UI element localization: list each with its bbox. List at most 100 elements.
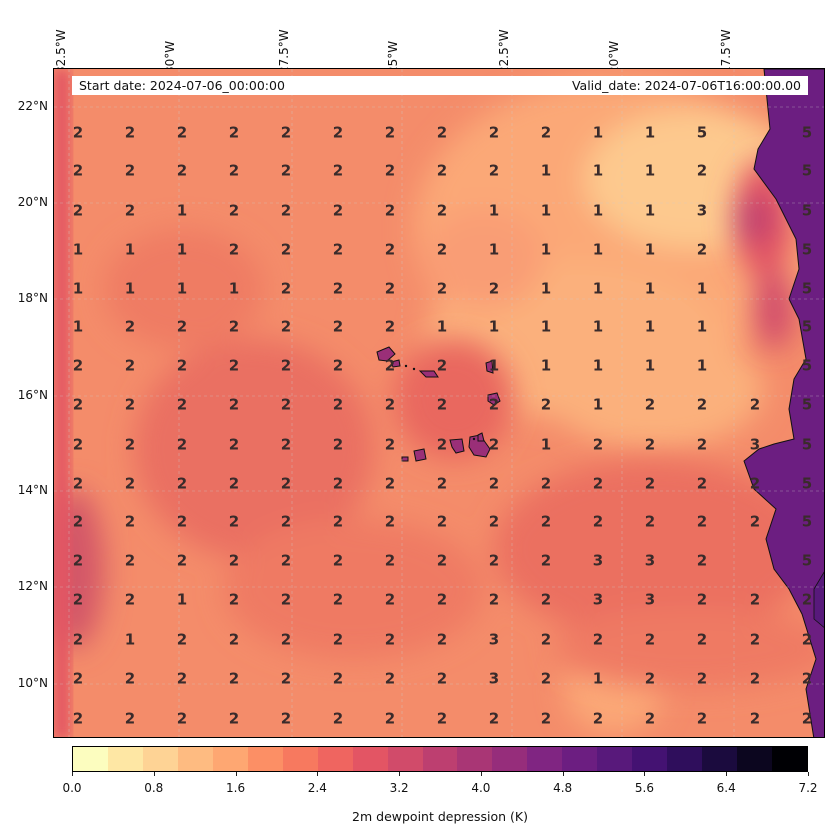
grid-value: 3 — [644, 551, 656, 570]
grid-value: 2 — [696, 551, 708, 570]
grid-value: 2 — [436, 279, 448, 298]
grid-value: 2 — [124, 161, 136, 180]
grid-value: 2 — [540, 630, 552, 649]
colorbar-tick-label: 2.4 — [307, 781, 327, 795]
grid-value: 1 — [488, 356, 500, 375]
grid-value: 2 — [436, 435, 448, 454]
map-panel[interactable] — [53, 68, 825, 738]
grid-value: 2 — [280, 123, 292, 142]
grid-value: 2 — [72, 669, 84, 688]
grid-value: 2 — [280, 512, 292, 531]
lat-label-18n: 18°N — [17, 291, 48, 305]
grid-value: 2 — [436, 512, 448, 531]
grid-value: 2 — [228, 395, 240, 414]
grid-value: 2 — [540, 669, 552, 688]
grid-value: 2 — [749, 630, 761, 649]
grid-value: 2 — [436, 240, 448, 259]
grid-value: 3 — [592, 590, 604, 609]
grid-value: 5 — [801, 512, 813, 531]
colorbar-tick-label: 0.8 — [144, 781, 164, 795]
grid-value: 1 — [592, 279, 604, 298]
grid-value: 2 — [124, 709, 136, 728]
grid-value: 2 — [72, 474, 84, 493]
grid-value: 2 — [332, 669, 344, 688]
grid-value: 2 — [384, 669, 396, 688]
grid-value: 2 — [228, 435, 240, 454]
grid-value: 2 — [644, 512, 656, 531]
grid-value: 2 — [696, 590, 708, 609]
grid-value: 2 — [540, 709, 552, 728]
grid-value: 1 — [488, 240, 500, 259]
colorbar-segment — [73, 747, 108, 771]
grid-value: 2 — [749, 590, 761, 609]
colorbar-segment — [387, 747, 423, 771]
grid-value: 2 — [436, 551, 448, 570]
grid-value: 1 — [176, 590, 188, 609]
grid-value: 2 — [176, 123, 188, 142]
grid-value: 2 — [332, 590, 344, 609]
colorbar-segment — [457, 747, 493, 771]
grid-value: 2 — [280, 356, 292, 375]
grid-value: 2 — [228, 123, 240, 142]
colorbar-segment — [702, 747, 738, 771]
grid-value: 2 — [488, 279, 500, 298]
grid-value: 2 — [124, 356, 136, 375]
grid-value: 5 — [801, 551, 813, 570]
grid-value: 2 — [332, 161, 344, 180]
colorbar — [72, 746, 808, 772]
grid-value: 2 — [801, 630, 813, 649]
colorbar-segment — [527, 747, 563, 771]
grid-value: 2 — [540, 474, 552, 493]
colorbar-tick-label: 6.4 — [716, 781, 736, 795]
colorbar-segment — [212, 747, 248, 771]
colorbar-tick-mark — [235, 772, 237, 776]
colorbar-title: 2m dewpoint depression (K) — [352, 809, 528, 824]
colorbar-tick-mark — [480, 772, 482, 776]
grid-value: 2 — [72, 201, 84, 220]
colorbar-segment — [632, 747, 668, 771]
grid-value: 1 — [228, 279, 240, 298]
grid-value: 1 — [176, 240, 188, 259]
grid-value: 2 — [540, 512, 552, 531]
grid-value: 2 — [124, 395, 136, 414]
grid-value: 2 — [592, 435, 604, 454]
colorbar-tick-label: 4.0 — [471, 781, 491, 795]
grid-value: 2 — [384, 201, 396, 220]
grid-value: 2 — [696, 709, 708, 728]
grid-value: 2 — [228, 512, 240, 531]
grid-value: 2 — [749, 395, 761, 414]
grid-value: 2 — [488, 435, 500, 454]
colorbar-tick-label: 1.6 — [226, 781, 246, 795]
grid-value: 2 — [540, 551, 552, 570]
colorbar-tick-mark — [153, 772, 155, 776]
grid-value: 2 — [280, 240, 292, 259]
grid-value: 2 — [176, 161, 188, 180]
grid-value: 2 — [124, 474, 136, 493]
grid-value: 1 — [540, 161, 552, 180]
grid-value: 2 — [280, 201, 292, 220]
colorbar-segment — [492, 747, 528, 771]
colorbar-tick-mark — [317, 772, 319, 776]
grid-value: 2 — [384, 512, 396, 531]
grid-value: 2 — [72, 395, 84, 414]
colorbar-tick-mark — [399, 772, 401, 776]
grid-value: 5 — [801, 435, 813, 454]
grid-value: 2 — [280, 590, 292, 609]
grid-value: 2 — [228, 161, 240, 180]
lat-label-20n: 20°N — [17, 195, 48, 209]
grid-value: 2 — [332, 123, 344, 142]
grid-value: 1 — [540, 317, 552, 336]
grid-value: 3 — [696, 201, 708, 220]
grid-value: 2 — [801, 669, 813, 688]
coast-bissau — [813, 571, 824, 628]
grid-value: 1 — [176, 201, 188, 220]
field-left-strip — [54, 69, 70, 737]
grid-value: 1 — [72, 317, 84, 336]
grid-value: 5 — [696, 123, 708, 142]
grid-value: 1 — [644, 201, 656, 220]
grid-value: 2 — [332, 474, 344, 493]
grid-value: 2 — [124, 590, 136, 609]
grid-value: 2 — [436, 474, 448, 493]
grid-value: 2 — [72, 356, 84, 375]
grid-value: 2 — [72, 590, 84, 609]
